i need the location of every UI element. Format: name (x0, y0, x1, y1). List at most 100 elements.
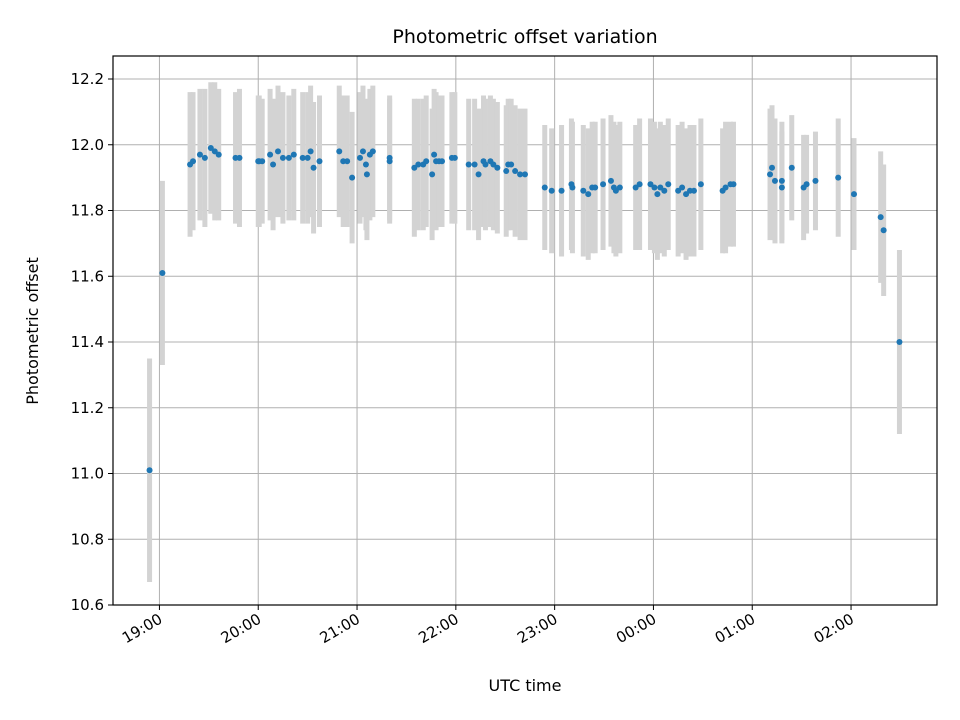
data-point (146, 467, 153, 474)
data-point (299, 154, 306, 161)
data-point (769, 164, 776, 171)
data-point (349, 174, 356, 181)
data-point (431, 151, 438, 158)
x-axis-title: UTC time (489, 676, 562, 695)
y-tick-label: 11.4 (71, 333, 104, 351)
data-point (612, 187, 619, 194)
data-point (196, 151, 203, 158)
y-tick-label: 11.0 (71, 465, 104, 483)
data-point (357, 154, 364, 161)
data-point (835, 174, 842, 181)
plot-frame (112, 55, 938, 606)
chart-title: Photometric offset variation (392, 26, 657, 48)
data-point (616, 184, 623, 191)
data-point (679, 184, 686, 191)
data-point (267, 151, 274, 158)
y-ticks: 10.6 10.8 11.0 11.2 11.4 11.6 11.8 12.0 12.2 (71, 70, 113, 614)
data-point (522, 171, 528, 178)
data-point (207, 145, 214, 152)
data-point (690, 187, 697, 194)
data-point (683, 191, 690, 198)
data-point (812, 177, 819, 184)
data-point (548, 187, 555, 194)
data-point (369, 148, 376, 155)
data-point (771, 177, 778, 184)
y-tick-label: 11.6 (71, 267, 104, 285)
data-point (429, 171, 436, 178)
data-point (423, 158, 430, 165)
data-point (647, 181, 654, 188)
data-point (279, 154, 286, 161)
data-point (607, 177, 614, 184)
data-point (494, 164, 501, 171)
data-point (697, 181, 704, 188)
data-point (517, 171, 524, 178)
data-point (465, 161, 472, 168)
data-point (654, 191, 661, 198)
data-point (877, 214, 884, 221)
data-point (290, 151, 297, 158)
data-point (236, 154, 243, 161)
data-point (285, 154, 292, 161)
data-point (344, 158, 351, 165)
data-point (778, 177, 785, 184)
data-point (490, 161, 497, 168)
data-point (788, 164, 795, 171)
data-point (636, 181, 643, 188)
y-tick-label: 12.2 (71, 70, 104, 88)
data-points (146, 145, 903, 474)
data-point (386, 154, 393, 161)
y-tick-label: 11.2 (71, 399, 104, 417)
data-point (190, 158, 197, 165)
data-point (600, 181, 607, 188)
data-point (451, 154, 458, 161)
data-point (475, 171, 482, 178)
y-tick-label: 11.8 (71, 202, 104, 220)
data-point (411, 164, 418, 171)
data-point (211, 148, 218, 155)
data-point (661, 187, 668, 194)
data-point (508, 161, 515, 168)
data-point (274, 148, 281, 155)
data-point (363, 171, 370, 178)
data-point (482, 161, 489, 168)
data-point (657, 184, 664, 191)
data-point (512, 168, 519, 175)
data-point (362, 161, 369, 168)
data-point (880, 227, 887, 234)
data-point (592, 184, 599, 191)
y-tick-label: 12.0 (71, 136, 104, 154)
y-axis-title: Photometric offset (23, 257, 42, 405)
data-point (304, 154, 311, 161)
data-point (541, 184, 548, 191)
data-point (778, 184, 785, 191)
data-point (439, 158, 446, 165)
data-point (675, 187, 682, 194)
data-point (651, 184, 658, 191)
data-point (803, 181, 810, 188)
y-tick-label: 10.8 (71, 530, 104, 548)
data-point (851, 191, 858, 198)
data-point (896, 339, 903, 346)
data-point (730, 181, 737, 188)
data-point (310, 164, 317, 171)
data-point (359, 148, 366, 155)
data-point (569, 184, 576, 191)
data-point (270, 161, 277, 168)
data-point (316, 158, 323, 165)
data-point (722, 184, 729, 191)
data-point (503, 168, 510, 175)
y-tick-label: 10.6 (71, 596, 104, 614)
data-point (201, 154, 208, 161)
data-point (215, 151, 222, 158)
data-point (585, 191, 592, 198)
data-point (665, 181, 672, 188)
data-point (580, 187, 587, 194)
data-point (159, 269, 166, 276)
data-point (255, 158, 262, 165)
data-point (632, 184, 639, 191)
data-point (471, 161, 478, 168)
data-point (336, 148, 343, 155)
